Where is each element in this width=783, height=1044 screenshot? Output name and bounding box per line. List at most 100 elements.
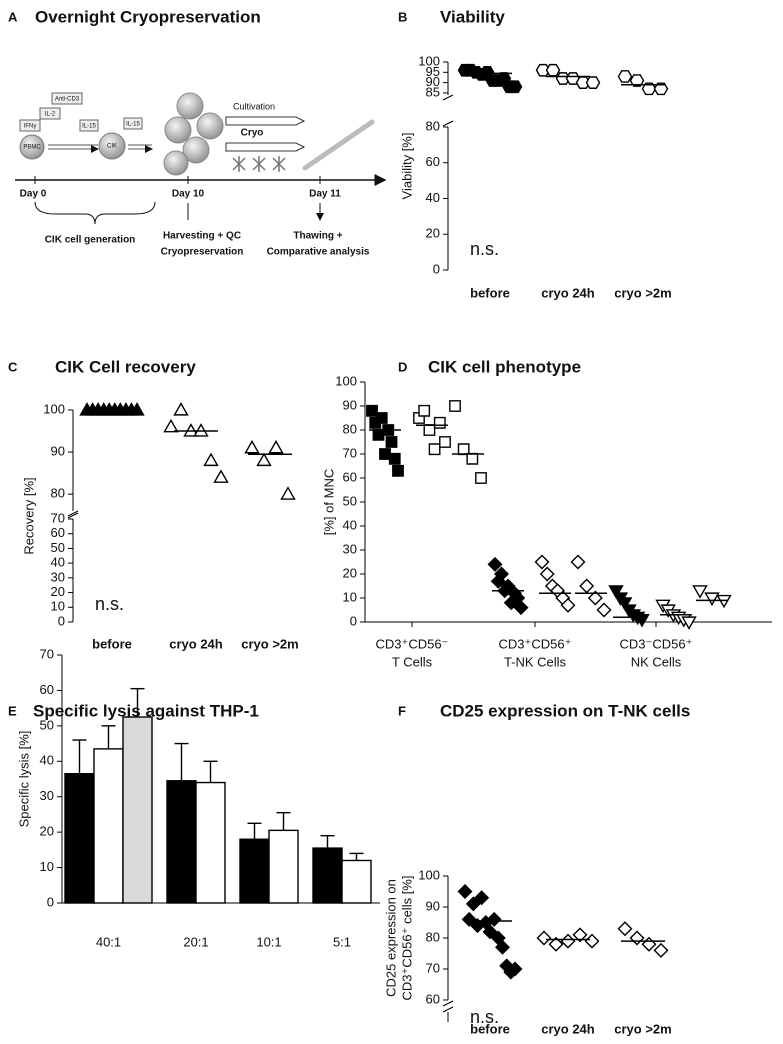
- x-tick-label: before: [470, 1021, 510, 1036]
- y-tick-label: 40: [343, 517, 357, 532]
- bar: [312, 847, 343, 904]
- chart-title: Specific lysis against THP-1: [33, 701, 259, 720]
- data-point: [507, 80, 523, 94]
- y-tick-label: 80: [426, 929, 440, 944]
- data-point: [596, 602, 612, 618]
- data-point: [465, 896, 481, 912]
- y-axis-label: CD25 expression on: [383, 879, 398, 997]
- timeline-ticks: [34, 176, 321, 184]
- y-tick-label: 70: [40, 646, 54, 661]
- y-tick-label: 80: [51, 486, 65, 501]
- data-point: [193, 423, 209, 437]
- x-tick-label: CD3⁺CD56⁺: [499, 636, 572, 651]
- data-point: [475, 472, 487, 484]
- data-point: [507, 961, 523, 977]
- y-tick-label: 40: [426, 190, 440, 205]
- y-tick-label: 0: [433, 261, 440, 276]
- y-tick-label: 100: [418, 53, 440, 68]
- y-tick-label: 50: [40, 717, 54, 732]
- data-point: [617, 921, 633, 937]
- data-point: [375, 412, 388, 424]
- bar: [122, 716, 153, 904]
- y-axis-label: Specific lysis [%]: [16, 731, 31, 828]
- cell: [163, 150, 189, 176]
- data-point: [692, 585, 708, 599]
- y-tick-label: 85: [426, 84, 440, 99]
- x-tick-label: cryo >2m: [614, 285, 671, 300]
- bar: [166, 780, 197, 904]
- y-tick-label: 90: [51, 444, 65, 459]
- bar: [64, 772, 95, 904]
- data-point: [466, 452, 479, 465]
- down-arrows: [187, 203, 320, 220]
- data-point: [428, 443, 441, 456]
- y-tick-label: 60: [426, 154, 440, 169]
- y-tick-label: 70: [343, 445, 357, 460]
- day: Day 10: [172, 189, 205, 200]
- data-point: [534, 554, 550, 570]
- data-point: [256, 452, 272, 467]
- panel-letter: E: [8, 703, 17, 718]
- x-tick-label: before: [470, 285, 510, 300]
- y-tick-label: 60: [343, 469, 357, 484]
- data-point: [539, 566, 555, 582]
- data-point: [495, 939, 510, 955]
- cell-label: CIK: [107, 144, 117, 150]
- data-point: [548, 936, 564, 952]
- data-point: [487, 556, 503, 572]
- bar: [268, 829, 299, 904]
- x-tick-label: cryo >2m: [614, 1021, 671, 1036]
- panel-letter: F: [398, 703, 406, 718]
- data-point: [392, 464, 404, 477]
- arrow: [128, 145, 152, 149]
- y-tick-label: 10: [51, 599, 65, 614]
- data-point: [418, 404, 431, 417]
- day: Day 11: [309, 189, 341, 200]
- data-point: [653, 942, 669, 958]
- data-point: [449, 400, 461, 412]
- y-tick-label: 80: [343, 421, 357, 436]
- axis-break: [442, 1000, 454, 1013]
- data-point: [457, 884, 473, 899]
- data-point: [565, 72, 581, 85]
- brace: [34, 201, 156, 225]
- y-tick-label: 80: [426, 118, 440, 133]
- y-tick-label: 40: [40, 753, 54, 768]
- chart-title: CD25 expression on T-NK cells: [440, 701, 690, 720]
- data-point: [629, 74, 645, 87]
- day: Day 0: [20, 189, 47, 200]
- x-tick-sublabel: NK Cells: [631, 654, 682, 669]
- panel-letter: D: [398, 359, 407, 374]
- data-point: [587, 590, 603, 606]
- cell: [98, 132, 126, 160]
- annotation: n.s.: [470, 1007, 499, 1027]
- cell: [164, 116, 192, 144]
- data-point: [494, 566, 509, 582]
- data-point: [129, 402, 145, 416]
- data-point: [716, 594, 732, 609]
- diagram-title: Overnight Cryopreservation: [35, 7, 261, 26]
- data-point: [244, 439, 260, 454]
- y-axis-label: Recovery [%]: [21, 477, 36, 554]
- data-point: [433, 416, 446, 429]
- x-tick-label: cryo 24h: [541, 1021, 595, 1036]
- data-point: [423, 424, 436, 436]
- step: Comparative analysis: [267, 247, 370, 258]
- y-tick-label: 30: [343, 541, 357, 556]
- data-point: [681, 616, 697, 630]
- y-tick-label: 70: [426, 960, 440, 975]
- x-tick-label: 5:1: [333, 934, 351, 949]
- y-tick-label: 100: [335, 373, 357, 388]
- data-point: [545, 63, 561, 77]
- cytokine: IL-15: [126, 122, 140, 128]
- x-tick-label: CD3⁺CD56⁻: [376, 636, 449, 651]
- data-point: [280, 486, 296, 500]
- data-point: [584, 933, 600, 949]
- y-tick-label: 50: [51, 540, 65, 555]
- data-point: [366, 404, 378, 417]
- data-point: [617, 70, 633, 83]
- x-tick-label: before: [92, 636, 132, 651]
- y-tick-label: 60: [40, 682, 54, 697]
- x-tick-label: 40:1: [96, 934, 121, 949]
- arrow: [48, 145, 98, 149]
